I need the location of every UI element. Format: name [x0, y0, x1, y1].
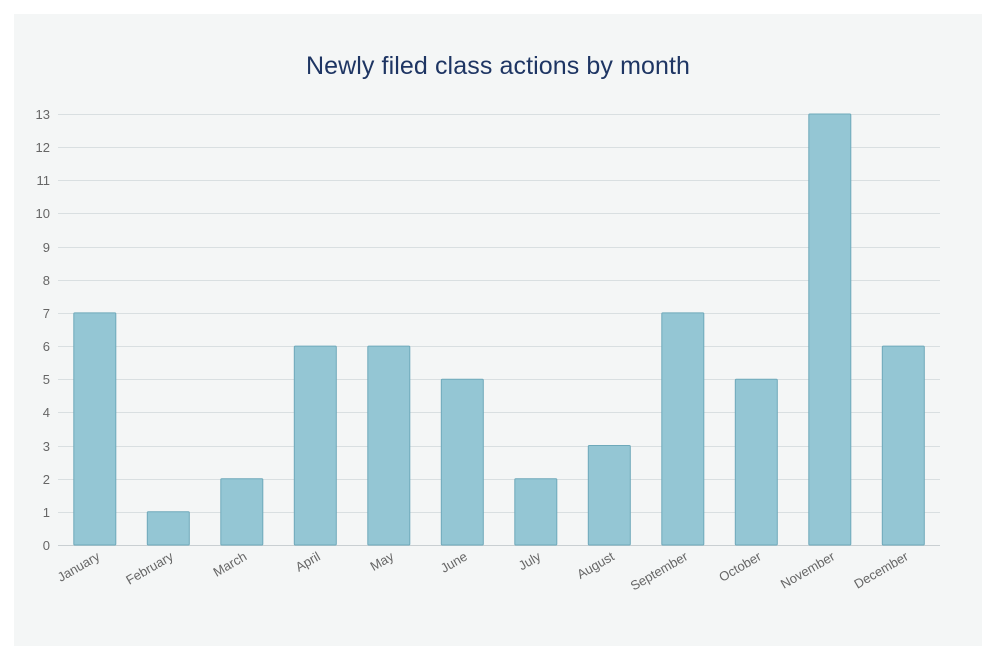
y-tick-label: 8 — [43, 273, 50, 288]
x-axis-ticks: January February March April May June July Augu… — [55, 548, 912, 593]
bar-april[interactable] — [294, 346, 336, 545]
y-tick-label: 10 — [36, 206, 50, 221]
y-tick-label: 11 — [37, 173, 51, 188]
bar-march[interactable] — [221, 479, 263, 545]
x-tick-label: August — [574, 548, 617, 581]
y-tick-label: 9 — [43, 240, 50, 255]
x-tick-label: April — [293, 549, 323, 575]
y-tick-label: 5 — [43, 372, 50, 387]
y-tick-label: 2 — [43, 472, 50, 487]
x-tick-label: January — [55, 548, 103, 584]
x-tick-label: June — [438, 549, 470, 576]
y-tick-label: 12 — [36, 140, 50, 155]
bar-may[interactable] — [368, 346, 410, 545]
x-tick-label: February — [123, 548, 176, 587]
y-tick-label: 1 — [43, 505, 50, 520]
y-tick-label: 3 — [43, 439, 50, 454]
y-tick-label: 13 — [36, 107, 50, 122]
y-tick-label: 4 — [43, 405, 50, 420]
bar-june[interactable] — [441, 379, 483, 545]
bar-january[interactable] — [74, 313, 116, 545]
bar-february[interactable] — [147, 512, 189, 545]
y-tick-label: 0 — [43, 538, 50, 553]
bar-july[interactable] — [515, 479, 557, 545]
x-tick-label: July — [516, 548, 544, 573]
bar-december[interactable] — [882, 346, 924, 545]
bar-november[interactable] — [809, 114, 851, 545]
bars — [74, 114, 925, 545]
x-tick-label: March — [211, 549, 250, 580]
bar-september[interactable] — [662, 313, 704, 545]
gridlines — [58, 115, 940, 546]
x-tick-label: December — [851, 548, 911, 591]
x-tick-label: November — [778, 548, 838, 591]
y-tick-label: 6 — [43, 339, 50, 354]
x-tick-label: May — [368, 548, 397, 574]
bar-october[interactable] — [735, 379, 777, 545]
bar-august[interactable] — [588, 446, 630, 546]
y-tick-label: 7 — [43, 306, 50, 321]
x-tick-label: September — [628, 548, 691, 593]
x-tick-label: October — [716, 548, 764, 584]
